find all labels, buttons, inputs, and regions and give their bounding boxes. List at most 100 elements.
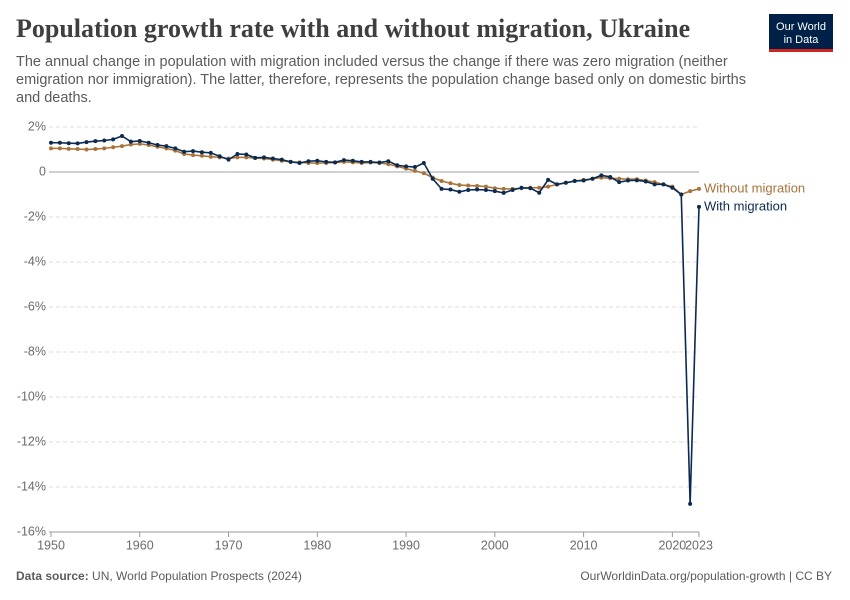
- data-point: [528, 186, 533, 191]
- data-point: [84, 140, 89, 145]
- data-point: [111, 145, 116, 150]
- data-point: [93, 147, 98, 152]
- x-tick-label: 1960: [126, 538, 154, 552]
- y-tick-label: 2%: [28, 119, 46, 133]
- data-point: [297, 161, 302, 165]
- data-point: [439, 179, 444, 183]
- data-point: [306, 159, 311, 164]
- x-tick-label: 2000: [481, 538, 509, 552]
- data-point: [244, 155, 249, 160]
- data-point: [359, 159, 364, 164]
- data-point: [421, 171, 426, 176]
- data-point: [288, 159, 293, 164]
- data-point: [49, 140, 53, 145]
- data-point: [697, 204, 701, 209]
- chart-subtitle: The annual change in population with mig…: [16, 54, 746, 106]
- data-point: [208, 150, 213, 155]
- data-point: [501, 190, 506, 195]
- data-point: [625, 178, 630, 183]
- data-point: [333, 160, 338, 165]
- data-point: [652, 182, 657, 187]
- data-point: [688, 501, 693, 506]
- data-point: [546, 184, 551, 189]
- data-point: [217, 154, 222, 159]
- data-point: [235, 152, 240, 156]
- data-point: [191, 149, 196, 154]
- logo-bar: [769, 49, 833, 52]
- series-line: [51, 143, 700, 196]
- data-point: [599, 173, 604, 178]
- data-point: [412, 165, 417, 170]
- data-point: [608, 174, 613, 179]
- y-tick-label: -8%: [24, 344, 46, 358]
- y-tick-label: -4%: [24, 254, 46, 268]
- series-line: [51, 135, 700, 504]
- data-point: [270, 156, 275, 161]
- data-point: [386, 162, 391, 167]
- data-point: [634, 178, 639, 183]
- data-point: [457, 183, 462, 188]
- data-point: [102, 146, 107, 151]
- data-point: [120, 134, 125, 138]
- data-point: [49, 146, 53, 151]
- source-label: Data source:: [16, 569, 89, 583]
- data-point: [84, 147, 89, 152]
- y-tick-label: -14%: [17, 479, 46, 493]
- data-point: [102, 138, 107, 143]
- data-point: [57, 146, 62, 151]
- data-point: [244, 152, 249, 157]
- y-tick-label: -12%: [17, 434, 46, 448]
- data-point: [475, 183, 480, 188]
- data-point: [208, 154, 213, 159]
- data-point: [164, 144, 169, 149]
- data-point: [226, 157, 231, 162]
- data-point: [279, 157, 284, 162]
- series-label: Without migration: [704, 180, 805, 195]
- data-point: [670, 185, 675, 190]
- series-label: With migration: [704, 198, 787, 213]
- data-point: [75, 141, 80, 146]
- data-point: [368, 159, 373, 164]
- data-point: [66, 146, 71, 151]
- data-point: [111, 137, 116, 142]
- data-point: [75, 147, 80, 152]
- chart-title: Population growth rate with and without …: [16, 14, 691, 43]
- data-point: [563, 180, 568, 185]
- data-point: [492, 186, 497, 191]
- logo-box: [769, 14, 833, 52]
- x-tick-label: 2023: [685, 538, 713, 552]
- data-point: [679, 192, 684, 197]
- logo-text: in Data: [784, 34, 820, 46]
- data-point: [572, 179, 577, 183]
- footer-right: OurWorldinData.org/population-growth | C…: [580, 569, 832, 583]
- y-tick-label: -2%: [24, 209, 46, 223]
- data-point: [439, 186, 444, 191]
- data-point: [661, 182, 666, 187]
- data-point: [386, 159, 391, 164]
- data-point: [262, 155, 267, 160]
- data-point: [199, 153, 204, 158]
- data-point: [457, 189, 462, 194]
- data-point: [581, 178, 586, 183]
- data-point: [697, 186, 701, 191]
- data-point: [475, 187, 480, 192]
- data-point: [57, 140, 62, 145]
- data-point: [430, 176, 435, 181]
- data-point: [377, 160, 382, 165]
- data-point: [146, 140, 151, 145]
- x-tick-label: 1980: [303, 538, 331, 552]
- x-tick-label: 1950: [37, 538, 65, 552]
- data-point: [137, 138, 142, 143]
- data-point: [546, 177, 551, 182]
- data-point: [173, 146, 178, 151]
- x-tick-label: 2010: [570, 538, 598, 552]
- data-point: [688, 189, 693, 194]
- data-point: [510, 188, 515, 192]
- data-point: [448, 187, 453, 192]
- data-point: [199, 150, 204, 155]
- source-text: UN, World Population Prospects (2024): [92, 569, 302, 583]
- data-point: [421, 161, 426, 165]
- data-point: [590, 176, 595, 181]
- x-tick-label: 2020: [658, 538, 686, 552]
